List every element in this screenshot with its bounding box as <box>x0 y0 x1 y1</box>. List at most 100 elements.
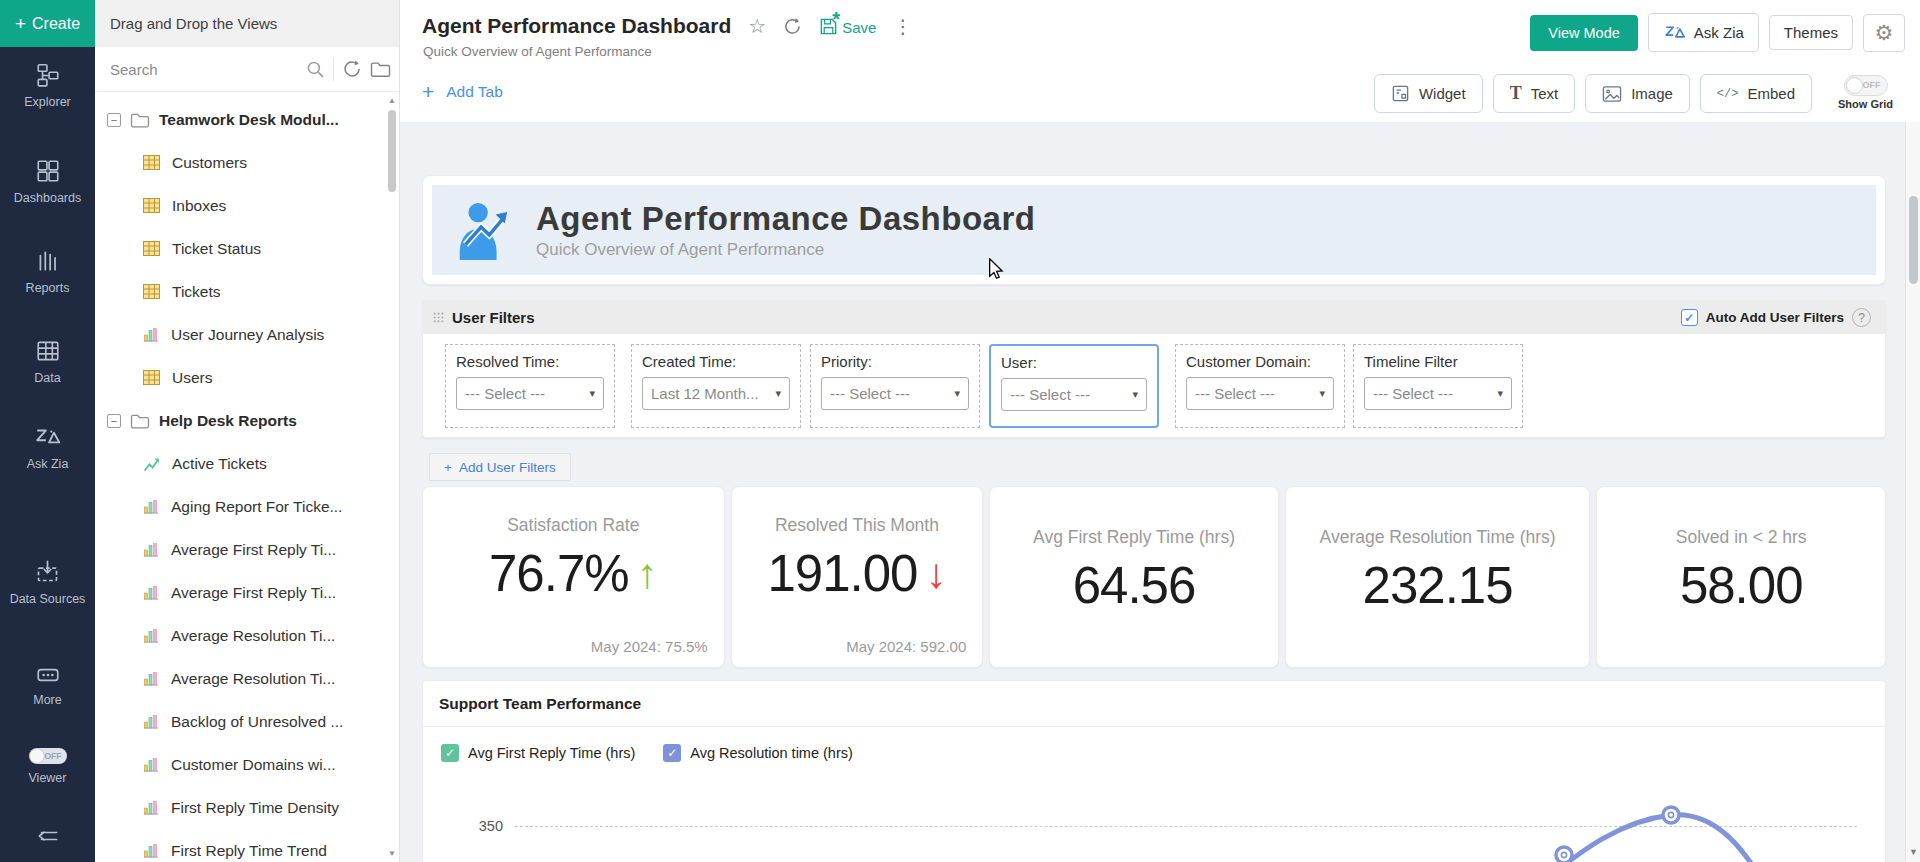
tree-item-tickets[interactable]: Tickets <box>95 270 385 313</box>
refresh-icon[interactable] <box>783 17 802 36</box>
kpi-average-resolution-time[interactable]: Average Resolution Time (hrs) 232.15 <box>1285 486 1591 668</box>
banner-widget[interactable]: Agent Performance Dashboard Quick Overvi… <box>422 175 1886 285</box>
tree-item-users[interactable]: Users <box>95 356 385 399</box>
create-button[interactable]: + Create <box>0 0 95 47</box>
add-tab-button[interactable]: + Add Tab <box>422 80 503 104</box>
tree-item-avg-resolution-1[interactable]: Average Resolution Ti... <box>95 614 385 657</box>
show-grid-toggle[interactable]: OFF <box>1844 75 1888 96</box>
add-user-filters-button[interactable]: + Add User Filters <box>429 453 571 481</box>
table-icon <box>143 198 160 213</box>
legend-checkbox-icon[interactable]: ✓ <box>441 744 459 762</box>
nav-item-ask-zia[interactable]: Ask Zia <box>0 424 95 473</box>
filter-select[interactable]: --- Select --- ▾ <box>1364 377 1512 410</box>
bar-chart-icon <box>143 800 159 815</box>
table-icon <box>143 241 160 256</box>
tree-item-avg-resolution-2[interactable]: Average Resolution Ti... <box>95 657 385 700</box>
nav-item-data[interactable]: Data <box>0 338 95 387</box>
tree-item-first-reply-trend[interactable]: First Reply Time Trend <box>95 829 385 862</box>
folder-icon <box>130 112 150 128</box>
user-filters-header[interactable]: User Filters ✓ Auto Add User Filters ? <box>423 301 1885 334</box>
nav-label: More <box>33 692 61 709</box>
legend-avg-first-reply[interactable]: ✓ Avg First Reply Time (hrs) <box>441 744 635 762</box>
nav-item-data-sources[interactable]: Data Sources <box>0 558 95 608</box>
views-panel: Drag and Drop the Views − Teamwork Desk … <box>95 0 400 862</box>
tree-scrollbar[interactable]: ▲ ▼ <box>385 92 399 862</box>
tree-item-aging-report[interactable]: Aging Report For Ticke... <box>95 485 385 528</box>
tree-item-customer-domains[interactable]: Customer Domains wi... <box>95 743 385 786</box>
bar-chart-icon <box>143 585 159 600</box>
scroll-thumb[interactable] <box>1909 196 1918 284</box>
show-grid-control[interactable]: OFF Show Grid <box>1838 75 1893 110</box>
scroll-thumb[interactable] <box>388 110 396 192</box>
legend-avg-resolution[interactable]: ✓ Avg Resolution time (hrs) <box>663 744 853 762</box>
search-input[interactable] <box>110 61 298 78</box>
collapse-rail-button[interactable] <box>0 826 95 846</box>
tree-item-avg-first-reply-2[interactable]: Average First Reply Ti... <box>95 571 385 614</box>
folder-views-icon[interactable] <box>370 60 391 78</box>
nav-item-explorer[interactable]: Explorer <box>0 62 95 111</box>
ask-zia-button[interactable]: Ask Zia <box>1648 13 1759 52</box>
image-button[interactable]: Image <box>1585 74 1690 113</box>
kpi-resolved-this-month[interactable]: Resolved This Month 191.00 ↓ May 2024: 5… <box>731 486 984 668</box>
more-options-icon[interactable]: ⋮ <box>893 15 912 38</box>
kpi-avg-first-reply-time[interactable]: Avg First Reply Time (hrs) 64.56 <box>989 486 1279 668</box>
auto-add-checkbox[interactable]: ✓ <box>1681 309 1698 326</box>
nav-item-viewer[interactable]: OFF Viewer <box>0 748 95 787</box>
bar-chart-icon <box>143 671 159 686</box>
tree-item-user-journey-analysis[interactable]: User Journey Analysis <box>95 313 385 356</box>
add-tab-label: Add Tab <box>446 83 503 101</box>
settings-button[interactable]: ⚙ <box>1863 14 1905 52</box>
text-button[interactable]: T Text <box>1493 74 1576 113</box>
tree-item-first-reply-density[interactable]: First Reply Time Density <box>95 786 385 829</box>
add-user-filters-label: Add User Filters <box>459 460 556 475</box>
search-icon[interactable] <box>306 60 325 79</box>
view-mode-button[interactable]: View Mode <box>1530 15 1637 51</box>
filter-select[interactable]: --- Select --- ▾ <box>821 377 969 410</box>
favorite-star-icon[interactable]: ☆ <box>748 14 766 38</box>
drag-handle-icon[interactable] <box>433 312 444 323</box>
filter-select[interactable]: --- Select --- ▾ <box>1001 378 1147 411</box>
chevron-down-icon: ▾ <box>954 387 960 400</box>
collapse-folder-icon[interactable]: − <box>107 113 121 127</box>
support-team-performance-widget[interactable]: Support Team Performance ✓ Avg First Rep… <box>422 680 1886 862</box>
filter-select[interactable]: --- Select --- ▾ <box>1186 377 1334 410</box>
tree-folder-teamwork-desk[interactable]: − Teamwork Desk Modul... <box>95 98 385 141</box>
kpi-solved-under-2hrs[interactable]: Solved in < 2 hrs 58.00 <box>1596 486 1886 668</box>
tree-folder-help-desk-reports[interactable]: − Help Desk Reports <box>95 399 385 442</box>
tree-item-ticket-status[interactable]: Ticket Status <box>95 227 385 270</box>
app-root: + Create Explorer Dashboards Reports Dat… <box>0 0 1920 862</box>
embed-button[interactable]: </> Embed <box>1700 74 1812 113</box>
filter-created-time: Created Time: Last 12 Month... ▾ <box>631 344 801 428</box>
table-icon <box>143 370 160 385</box>
widget-button[interactable]: Widget <box>1374 74 1483 113</box>
filter-select[interactable]: --- Select --- ▾ <box>456 377 604 410</box>
tree-item-inboxes[interactable]: Inboxes <box>95 184 385 227</box>
nav-item-reports[interactable]: Reports <box>0 248 95 297</box>
help-icon[interactable]: ? <box>1852 308 1871 327</box>
filter-customer-domain: Customer Domain: --- Select --- ▾ <box>1175 344 1345 428</box>
tree-item-avg-first-reply-1[interactable]: Average First Reply Ti... <box>95 528 385 571</box>
filter-select[interactable]: Last 12 Month... ▾ <box>642 377 790 410</box>
scroll-down-icon[interactable]: ▼ <box>1906 847 1920 857</box>
kpi-satisfaction-rate[interactable]: Satisfaction Rate 76.7% ↑ May 2024: 75.5… <box>422 486 725 668</box>
nav-item-dashboards[interactable]: Dashboards <box>0 158 95 207</box>
auto-add-label: Auto Add User Filters <box>1706 310 1844 325</box>
tree-item-customers[interactable]: Customers <box>95 141 385 184</box>
collapse-folder-icon[interactable]: − <box>107 414 121 428</box>
table-icon <box>143 284 160 299</box>
main-scrollbar[interactable]: ▼ <box>1905 122 1920 862</box>
refresh-views-icon[interactable] <box>342 59 362 79</box>
filter-label: Resolved Time: <box>456 353 604 370</box>
tree-item-backlog[interactable]: Backlog of Unresolved ... <box>95 700 385 743</box>
legend-checkbox-icon[interactable]: ✓ <box>663 744 681 762</box>
tree-item-active-tickets[interactable]: Active Tickets <box>95 442 385 485</box>
nav-item-more[interactable]: More <box>0 664 95 709</box>
themes-button[interactable]: Themes <box>1769 15 1853 50</box>
chevron-down-icon: ▾ <box>1497 387 1503 400</box>
tree-item-label: Average First Reply Ti... <box>171 584 336 602</box>
nav-label: Reports <box>26 280 70 297</box>
scroll-up-icon[interactable]: ▲ <box>385 96 399 105</box>
save-button[interactable]: * Save <box>819 17 876 36</box>
scroll-down-icon[interactable]: ▼ <box>385 849 399 858</box>
viewer-toggle[interactable]: OFF <box>29 748 67 764</box>
